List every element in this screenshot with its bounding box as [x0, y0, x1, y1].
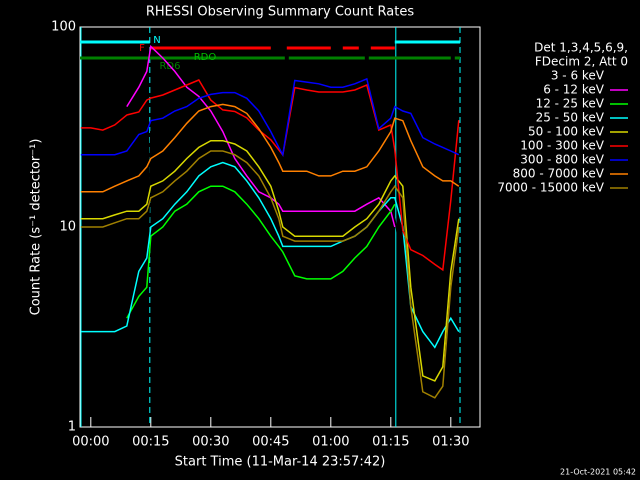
- flag-label: N: [153, 35, 160, 46]
- series-line: [80, 161, 460, 349]
- legend-label: 800 - 7000 keV: [513, 167, 605, 181]
- series-line: [80, 139, 460, 382]
- x-tick-label: 00:30: [192, 435, 229, 450]
- series-line: [80, 79, 460, 272]
- series-line: [80, 103, 460, 193]
- y-tick-label: 10: [59, 220, 76, 235]
- legend-label: 100 - 300 keV: [520, 139, 604, 153]
- x-tick-label: 01:00: [312, 435, 349, 450]
- series-line: [80, 77, 460, 157]
- legend-header: Det 1,3,4,5,6,9,: [534, 41, 628, 55]
- x-axis-label: Start Time (11-Mar-14 23:57:42): [175, 455, 386, 470]
- legend-label: 300 - 800 keV: [520, 153, 604, 167]
- legend-label: 7000 - 15000 keV: [497, 181, 604, 195]
- legend-label: 6 - 12 keV: [543, 83, 605, 97]
- legend-header: FDecim 2, Att 0: [535, 55, 628, 69]
- legend-label: 50 - 100 keV: [528, 125, 605, 139]
- legend-label: 25 - 50 keV: [536, 111, 605, 125]
- series-line: [126, 44, 396, 228]
- series-line: [126, 185, 396, 319]
- legend-label: 12 - 25 keV: [536, 97, 605, 111]
- series-line: [80, 150, 460, 399]
- chart-title: RHESSI Observing Summary Count Rates: [146, 5, 415, 20]
- flag-label: F: [139, 43, 145, 54]
- x-tick-label: 01:15: [372, 435, 409, 450]
- y-tick-label: 100: [51, 20, 76, 35]
- footer: 21-Oct-2021 05:42: [560, 468, 636, 477]
- series-line: [138, 99, 411, 322]
- x-tick-label: 00:45: [252, 435, 289, 450]
- x-tick-label: 00:15: [132, 435, 169, 450]
- legend-label: 3 - 6 keV: [551, 69, 605, 83]
- x-tick-label: 00:00: [72, 435, 109, 450]
- x-tick-label: 01:30: [432, 435, 469, 450]
- annotation: RDO: [194, 52, 217, 63]
- y-tick-label: 1: [68, 420, 76, 435]
- y-axis-label: Count Rate (s⁻¹ detector⁻¹): [29, 139, 44, 316]
